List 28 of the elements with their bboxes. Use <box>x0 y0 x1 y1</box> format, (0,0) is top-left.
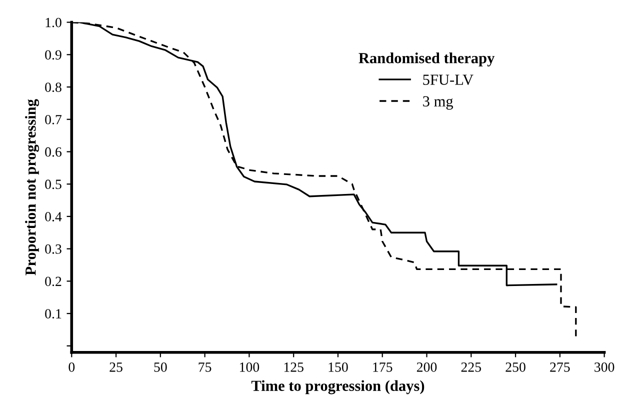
x-tick-label: 25 <box>110 362 122 372</box>
y-tick-label: 0.5 <box>45 180 62 190</box>
x-tick-label: 300 <box>594 362 614 372</box>
y-tick-label: 0.2 <box>45 276 62 286</box>
x-tick-label: 75 <box>198 362 212 372</box>
x-tick-label: 225 <box>461 362 482 372</box>
y-tick-label: 0.4 <box>45 212 62 222</box>
y-tick-label: 0.8 <box>45 82 62 92</box>
y-tick-label: 0.6 <box>45 147 62 157</box>
x-tick-label: 0 <box>68 362 75 372</box>
y-tick-label: 0.7 <box>45 114 62 124</box>
x-tick-label: 275 <box>550 362 570 372</box>
x-tick-label: 100 <box>240 362 260 372</box>
y-tick-label: 1.0 <box>46 18 62 28</box>
x-tick-label: 150 <box>328 362 348 372</box>
y-tick-label: 0.9 <box>45 50 62 60</box>
legend-title: Randomised therapy <box>358 52 495 66</box>
x-tick-label: 175 <box>373 362 392 372</box>
x-tick-label: 50 <box>154 362 167 372</box>
x-tick-label: 250 <box>506 362 526 372</box>
x-tick-label: 125 <box>284 362 304 372</box>
x-tick-label: 200 <box>416 362 437 372</box>
y-tick-label: 0.3 <box>45 244 62 254</box>
y-tick-label: 0.1 <box>45 309 62 319</box>
x-axis-title: Time to progression (days) <box>251 380 424 394</box>
y-axis-title: Proportion not progressing <box>25 99 40 276</box>
legend-label: 5FU-LV <box>423 74 474 85</box>
legend-label: 3 mg <box>423 96 454 110</box>
